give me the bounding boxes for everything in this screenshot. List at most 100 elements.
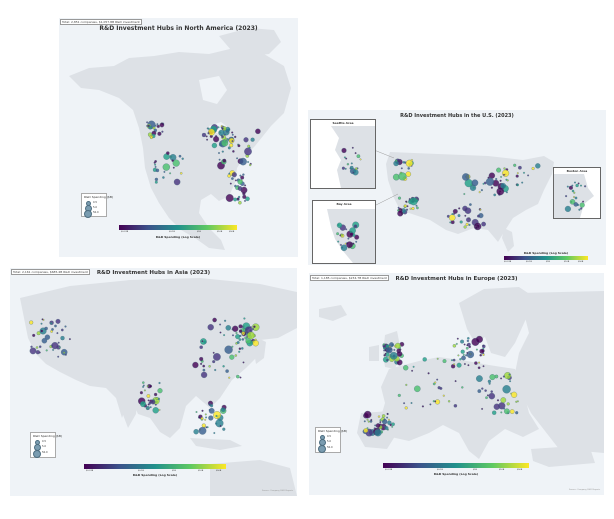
hub-bubble xyxy=(389,342,394,348)
hub-bubble xyxy=(225,194,234,202)
hub-bubble xyxy=(463,343,466,346)
hub-bubble xyxy=(485,396,488,400)
hub-bubble xyxy=(406,205,409,208)
hub-bubble xyxy=(461,386,464,389)
hub-bubble xyxy=(58,346,61,349)
hub-bubble xyxy=(241,347,244,350)
hub-bubble xyxy=(232,150,235,153)
hub-bubble xyxy=(199,345,203,349)
hub-bubble xyxy=(236,374,240,379)
hub-bubble xyxy=(523,171,525,174)
hub-bubble xyxy=(64,325,67,328)
hub-bubble xyxy=(367,420,370,423)
legend-value-medium: 5.0 xyxy=(93,206,97,209)
seattle-hub-bubbles xyxy=(341,146,362,176)
source-credit: Source: Company R&D Reports xyxy=(262,490,294,492)
hub-bubble xyxy=(44,334,51,340)
hub-bubble xyxy=(339,243,342,246)
hub-bubble xyxy=(405,200,408,203)
hub-bubble xyxy=(140,401,147,408)
hub-bubble xyxy=(236,157,239,160)
hub-bubble xyxy=(154,124,157,127)
hub-bubble xyxy=(414,385,421,393)
hub-bubble xyxy=(200,417,204,420)
seattle-land xyxy=(331,126,375,188)
hub-bubble xyxy=(229,354,235,360)
hub-bubble xyxy=(500,397,507,403)
hub-bubble xyxy=(220,125,223,128)
hub-bubble xyxy=(242,333,245,336)
hub-bubble xyxy=(521,181,524,184)
hub-bubble xyxy=(244,184,247,187)
hub-bubble xyxy=(382,419,388,425)
hub-bubble xyxy=(509,409,515,414)
hub-bubble xyxy=(383,349,386,352)
hub-bubble xyxy=(394,159,398,162)
anatolia xyxy=(531,445,595,467)
hub-bubble xyxy=(391,425,394,428)
hub-bubble xyxy=(461,355,466,361)
hub-bubble xyxy=(415,204,418,207)
hub-bubble xyxy=(482,353,485,356)
hub-bubble xyxy=(233,197,237,202)
us-hub-bubbles xyxy=(392,158,541,231)
hub-bubble xyxy=(157,131,162,136)
hub-bubble xyxy=(349,167,352,170)
panel-title: R&D Investment Hubs in the U.S. (2023) xyxy=(400,113,514,119)
asia-panel: R&D Investment Hubs in Asia (2023) Total… xyxy=(10,268,297,496)
hub-bubble xyxy=(451,359,453,362)
hub-bubble xyxy=(40,329,44,333)
hub-bubble xyxy=(481,387,484,390)
hub-bubble xyxy=(490,390,493,393)
hub-bubble xyxy=(142,381,145,384)
hub-bubble xyxy=(409,207,412,210)
hub-bubble xyxy=(172,166,175,169)
hub-bubble xyxy=(341,147,347,154)
hub-bubble xyxy=(363,428,369,433)
asia-hub-bubbles xyxy=(29,317,260,435)
hub-bubble xyxy=(56,332,59,335)
hub-bubble xyxy=(154,163,157,166)
hub-bubble xyxy=(199,356,204,362)
hub-bubble xyxy=(211,142,218,149)
hub-bubble xyxy=(447,400,451,403)
hub-bubble xyxy=(571,189,575,193)
hub-bubble xyxy=(181,157,184,160)
hub-bubble xyxy=(247,331,255,340)
hub-bubble xyxy=(219,323,222,326)
hub-bubble xyxy=(381,414,386,418)
hub-bubble xyxy=(154,177,159,182)
hub-bubble xyxy=(578,208,581,211)
hub-bubble xyxy=(442,359,447,364)
inset-title: Bay Area xyxy=(336,202,352,206)
hub-bubble xyxy=(453,363,456,366)
colorbar xyxy=(84,464,226,469)
hub-bubble xyxy=(242,173,245,176)
hub-bubble xyxy=(239,174,242,177)
hub-bubble xyxy=(238,324,243,329)
hub-bubble xyxy=(500,377,503,380)
hub-bubble xyxy=(394,342,401,349)
colorbar-tick: $0.01B xyxy=(121,231,129,233)
hub-bubble xyxy=(375,423,381,428)
hub-bubble xyxy=(220,407,226,413)
hub-bubble xyxy=(411,369,414,372)
colorbar-tick: $1B xyxy=(546,261,550,263)
hub-bubble xyxy=(482,344,486,349)
hub-bubble xyxy=(30,345,33,348)
bay-area-inset-map xyxy=(327,209,375,263)
hub-bubble xyxy=(149,384,153,388)
hub-bubble xyxy=(234,179,237,182)
hub-bubble xyxy=(154,165,157,168)
hub-bubble xyxy=(484,389,487,392)
hub-bubble xyxy=(41,318,44,321)
hub-bubble xyxy=(568,185,573,190)
hub-bubble xyxy=(503,167,506,170)
hub-bubble xyxy=(462,205,468,212)
hub-bubble xyxy=(463,363,466,365)
hub-bubble xyxy=(198,426,207,435)
hub-bubble xyxy=(355,240,358,243)
legend-title: R&D Spending ($B) xyxy=(33,434,63,438)
hub-bubble xyxy=(221,150,224,153)
hub-bubble xyxy=(208,408,211,411)
